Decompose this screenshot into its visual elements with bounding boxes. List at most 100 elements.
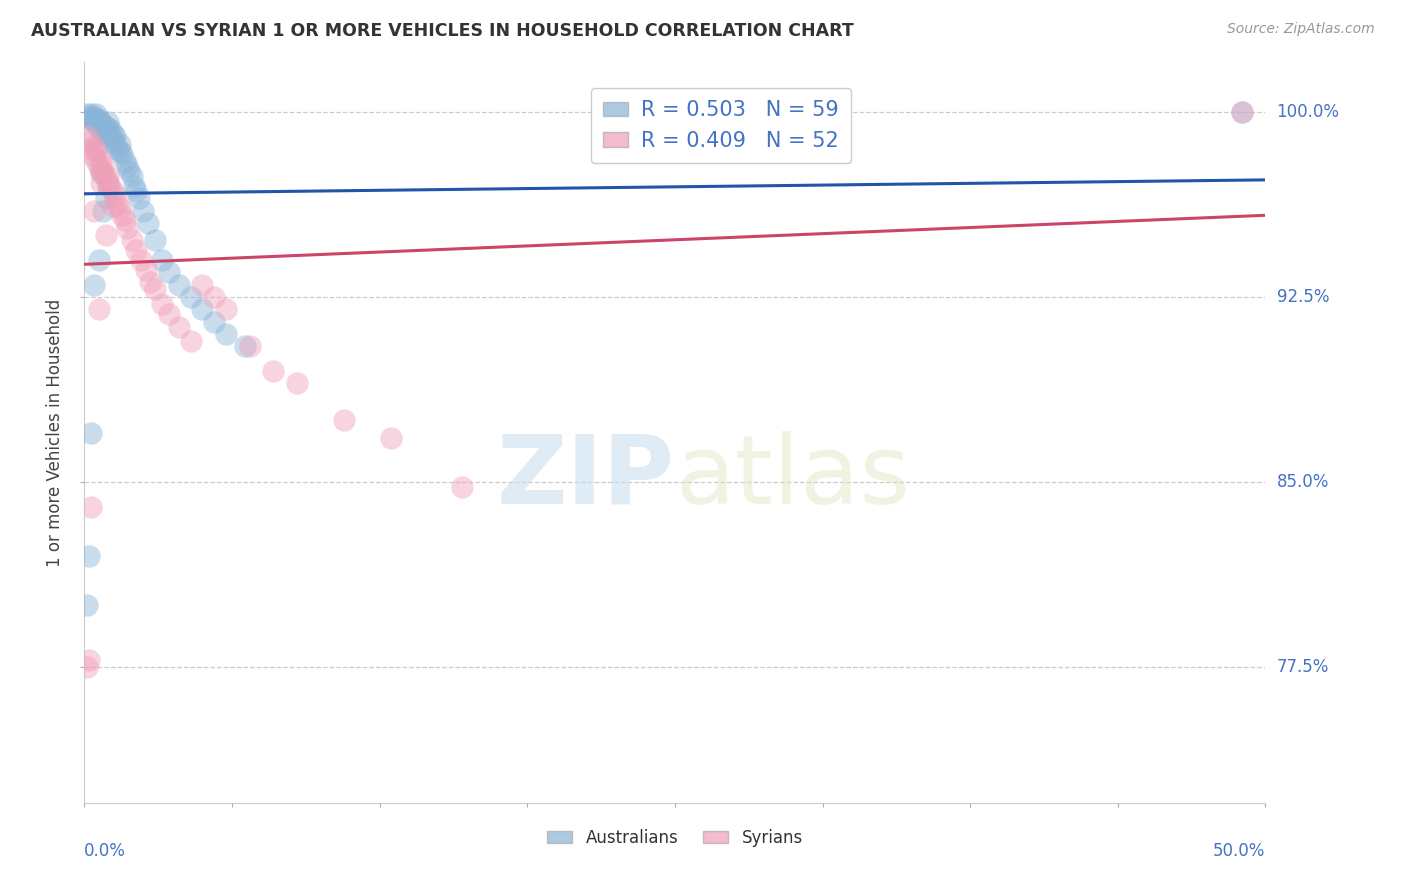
Point xyxy=(202,290,225,304)
Point xyxy=(98,178,121,193)
Point xyxy=(121,233,143,247)
Point xyxy=(97,114,120,128)
Point xyxy=(98,129,121,144)
Point xyxy=(125,243,148,257)
Point xyxy=(285,376,308,391)
Point xyxy=(167,277,190,292)
Point xyxy=(80,500,103,514)
Point xyxy=(215,302,238,317)
Point xyxy=(107,142,129,156)
Point xyxy=(77,135,100,149)
Text: Source: ZipAtlas.com: Source: ZipAtlas.com xyxy=(1227,22,1375,37)
Point xyxy=(101,135,124,149)
Y-axis label: 1 or more Vehicles in Household: 1 or more Vehicles in Household xyxy=(46,299,65,566)
Point xyxy=(150,252,173,267)
Text: 77.5%: 77.5% xyxy=(1277,658,1329,676)
Point xyxy=(451,480,474,494)
Point xyxy=(84,117,107,131)
Point xyxy=(191,302,214,317)
Point xyxy=(143,233,166,247)
Point xyxy=(77,110,100,124)
Point xyxy=(80,107,103,121)
Point xyxy=(132,203,155,218)
Point xyxy=(202,314,225,328)
Point xyxy=(157,265,180,279)
Point xyxy=(97,169,120,183)
Point xyxy=(108,145,131,159)
Legend: Australians, Syrians: Australians, Syrians xyxy=(540,822,810,854)
Point xyxy=(180,290,202,304)
Point xyxy=(77,653,100,667)
Point xyxy=(108,201,131,215)
Point xyxy=(239,339,262,353)
Point xyxy=(115,220,138,235)
Point xyxy=(108,136,131,151)
Point xyxy=(118,164,141,178)
Point xyxy=(157,307,180,321)
Point xyxy=(90,122,112,136)
Point xyxy=(191,277,214,292)
Text: 0.0%: 0.0% xyxy=(84,842,127,860)
Point xyxy=(76,660,98,674)
Point xyxy=(91,124,114,138)
Point xyxy=(135,262,157,277)
Point xyxy=(76,599,98,613)
Point xyxy=(104,129,127,144)
Point xyxy=(1230,104,1253,119)
Point xyxy=(101,184,124,198)
Point xyxy=(97,122,120,136)
Point xyxy=(180,334,202,349)
Point xyxy=(215,326,238,341)
Point xyxy=(76,129,98,144)
Point xyxy=(97,178,120,193)
Point xyxy=(87,159,110,173)
Point xyxy=(129,252,152,267)
Point xyxy=(90,164,112,178)
Point xyxy=(128,191,150,205)
Point xyxy=(91,159,114,173)
Point xyxy=(94,191,117,205)
Point xyxy=(262,364,284,378)
Point xyxy=(80,142,103,156)
Point xyxy=(90,167,112,181)
Text: atlas: atlas xyxy=(675,431,910,524)
Point xyxy=(114,213,136,227)
Point xyxy=(104,136,127,151)
Point xyxy=(91,117,114,131)
Text: 100.0%: 100.0% xyxy=(1277,103,1340,120)
Point xyxy=(94,120,117,134)
Point xyxy=(84,107,107,121)
Point xyxy=(94,171,117,186)
Point xyxy=(83,277,105,292)
Point xyxy=(97,129,120,144)
Point xyxy=(111,209,134,223)
Point xyxy=(380,431,402,445)
Point xyxy=(114,154,136,169)
Point xyxy=(83,139,105,153)
Point xyxy=(233,339,256,353)
Point xyxy=(98,122,121,136)
Point xyxy=(101,198,124,212)
Text: 50.0%: 50.0% xyxy=(1213,842,1265,860)
Point xyxy=(80,112,103,127)
Point xyxy=(115,159,138,173)
Point xyxy=(167,319,190,334)
Point xyxy=(101,127,124,141)
Point xyxy=(87,302,110,317)
Point xyxy=(83,114,105,128)
Point xyxy=(122,178,145,193)
Point xyxy=(90,177,112,191)
Point xyxy=(139,275,162,289)
Point xyxy=(84,145,107,159)
Point xyxy=(83,110,105,124)
Point xyxy=(77,549,100,563)
Text: 92.5%: 92.5% xyxy=(1277,288,1329,306)
Point xyxy=(97,177,120,191)
Point xyxy=(84,112,107,127)
Point xyxy=(87,120,110,134)
Point xyxy=(83,149,105,163)
Point xyxy=(91,203,114,218)
Point xyxy=(1230,104,1253,119)
Point xyxy=(150,297,173,311)
Text: ZIP: ZIP xyxy=(496,431,675,524)
